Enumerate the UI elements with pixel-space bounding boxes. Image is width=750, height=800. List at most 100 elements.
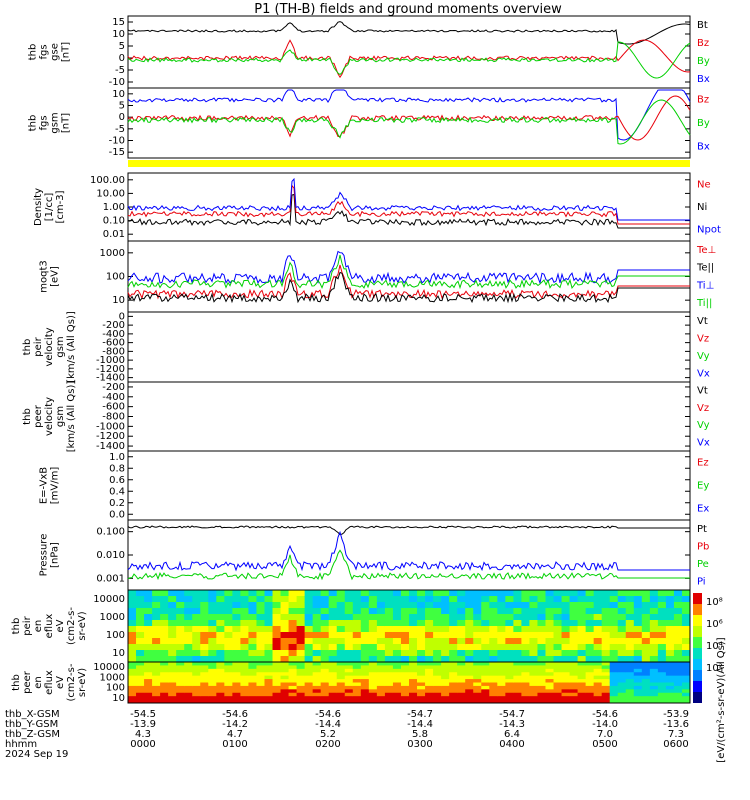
spectrogram-cell xyxy=(425,650,434,657)
spectrogram-cell xyxy=(545,596,555,603)
spectrogram-cell xyxy=(649,620,659,627)
spectrogram-cell xyxy=(601,626,611,633)
spectrogram-cell xyxy=(272,602,282,609)
spectrogram-cell xyxy=(665,665,675,670)
spectrogram-cell xyxy=(368,626,378,633)
footer-value: -54.6 xyxy=(592,709,618,720)
spectrogram-cell xyxy=(192,650,201,657)
spectrogram-cell xyxy=(553,614,563,621)
spectrogram-cell xyxy=(633,626,643,633)
spectrogram-cell xyxy=(304,692,314,697)
spectrogram-cell xyxy=(561,632,571,639)
spectrogram-cell xyxy=(409,614,418,621)
spectrogram-cell xyxy=(633,644,643,651)
spectrogram-cell xyxy=(625,662,635,666)
spectrogram-cell xyxy=(577,602,587,609)
spectrogram-cell xyxy=(489,685,498,690)
spectrogram-cell xyxy=(409,608,418,615)
spectrogram-cell xyxy=(649,590,659,597)
spectrogram-cell xyxy=(537,614,546,621)
spectrogram-cell xyxy=(457,632,466,639)
spectrogram-cell xyxy=(304,596,314,603)
spectrogram-cell xyxy=(409,672,418,677)
spectrogram-cell xyxy=(641,590,651,597)
colorbar-cell xyxy=(693,593,702,604)
spectrogram-cell xyxy=(200,656,209,663)
spectrogram-cell xyxy=(569,602,579,609)
spectrogram-cell xyxy=(176,644,185,651)
spectrogram-cell xyxy=(481,614,490,621)
spectrogram-cell xyxy=(144,590,153,597)
spectrogram-cell xyxy=(384,682,394,687)
spectrogram-cell xyxy=(128,685,137,690)
legend-Pe: Pe xyxy=(697,559,709,570)
spectrogram-cell xyxy=(296,696,306,701)
y-axis-label: thb xyxy=(11,674,22,691)
spectrogram-cell xyxy=(585,679,595,683)
spectrogram-cell xyxy=(465,614,474,621)
spectrogram-cell xyxy=(465,650,474,657)
spectrogram-cell xyxy=(344,692,354,697)
spectrogram-cell xyxy=(200,596,209,603)
spectrogram-cell xyxy=(400,662,410,666)
spectrogram-cell xyxy=(216,614,225,621)
spectrogram-cell xyxy=(481,696,490,701)
y-axis-label: eflux xyxy=(44,670,55,695)
spectrogram-cell xyxy=(312,692,322,697)
y-tick-label: -400 xyxy=(102,392,125,403)
spectrogram-cell xyxy=(481,692,490,697)
spectrogram-cell xyxy=(208,699,217,704)
panel-frame xyxy=(127,172,691,242)
spectrogram-cell xyxy=(256,675,265,680)
spectrogram-cell xyxy=(200,650,209,657)
spectrogram-cell xyxy=(256,656,265,663)
spectrogram-cell xyxy=(344,682,354,687)
spectrogram-cell xyxy=(392,602,402,609)
footer-value: 0300 xyxy=(407,739,432,750)
spectrogram-cell xyxy=(352,602,362,609)
y-tick-label: 100 xyxy=(106,630,125,641)
spectrogram-cell xyxy=(513,679,522,683)
y-tick-label: 10 xyxy=(112,648,125,659)
spectrogram-cell xyxy=(441,696,450,701)
spectrogram-cell xyxy=(609,608,619,615)
spectrogram-cell xyxy=(561,602,571,609)
spectrogram-cell xyxy=(593,682,603,687)
spectrogram-cell xyxy=(344,644,354,651)
spectrogram-cell xyxy=(433,675,442,680)
spectrogram-cell xyxy=(256,692,265,697)
y-axis-label: eV xyxy=(55,619,66,632)
spectrogram-cell xyxy=(657,596,667,603)
spectrogram-cell xyxy=(433,590,442,597)
spectrogram-cell xyxy=(657,608,667,615)
spectrogram-cell xyxy=(264,682,274,687)
spectrogram-cell xyxy=(617,608,627,615)
spectrogram-cell xyxy=(376,679,386,683)
spectrogram-cell xyxy=(441,682,450,687)
spectrogram-cell xyxy=(449,638,458,645)
spectrogram-cell xyxy=(344,656,354,663)
spectrogram-cell xyxy=(441,602,450,609)
spectrogram-cell xyxy=(360,614,370,621)
spectrogram-cell xyxy=(553,682,563,687)
spectrogram-cell xyxy=(489,662,498,666)
spectrogram-cell xyxy=(537,626,546,633)
spectrogram-cell xyxy=(144,608,153,615)
spectrogram-cell xyxy=(577,644,587,651)
spectrogram-cell xyxy=(409,682,418,687)
y-axis-label: thb xyxy=(22,339,33,356)
spectrogram-cell xyxy=(521,602,530,609)
footer-value: -54.6 xyxy=(222,709,248,720)
spectrogram-cell xyxy=(192,596,201,603)
spectrogram-cell xyxy=(216,650,225,657)
spectrogram-cell xyxy=(336,620,346,627)
spectrogram-cell xyxy=(665,602,675,609)
spectrogram-cell xyxy=(352,656,362,663)
spectrogram-cell xyxy=(441,626,450,633)
spectrogram-cell xyxy=(465,620,474,627)
spectrogram-cell xyxy=(240,662,249,666)
spectrogram-cell xyxy=(649,614,659,621)
spectrogram-cell xyxy=(425,626,434,633)
spectrogram-cell xyxy=(633,672,643,677)
spectrogram-cell xyxy=(152,685,161,690)
